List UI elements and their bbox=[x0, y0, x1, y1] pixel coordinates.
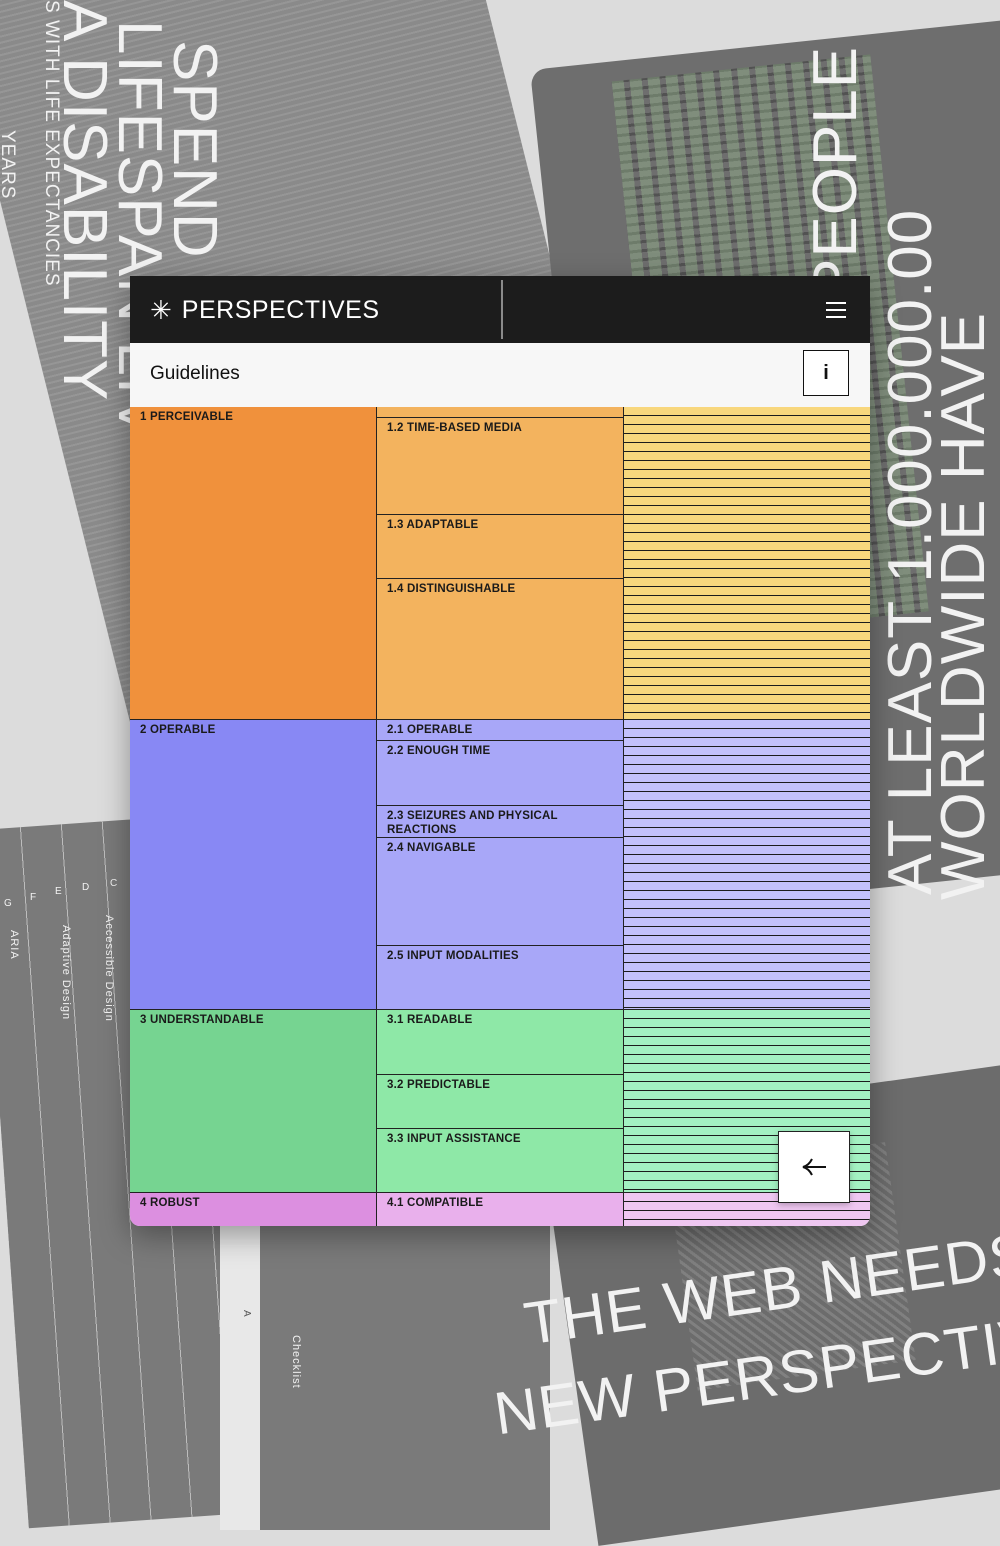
bg-col-letter-e: E bbox=[55, 886, 63, 897]
info-button[interactable]: i bbox=[803, 350, 849, 396]
hamburger-menu-icon bbox=[826, 302, 846, 304]
bg-letter-a: A bbox=[241, 1310, 252, 1318]
back-button[interactable] bbox=[778, 1131, 850, 1203]
app-window: ✳ PERSPECTIVES Guidelines i 1 PERCEIVABL… bbox=[130, 276, 870, 1226]
bg-col-aria: ARIA bbox=[8, 930, 20, 960]
bg-text-checklist: Checklist bbox=[290, 1335, 302, 1389]
bg-text-worldwide: WORLDWIDE HAVE bbox=[929, 311, 998, 900]
bg-col-letter-d: D bbox=[82, 882, 91, 893]
guideline-1-2[interactable]: 1.2 TIME-BASED MEDIA bbox=[377, 418, 624, 515]
guideline-1-4[interactable]: 1.4 DISTINGUISHABLE bbox=[377, 579, 624, 720]
brand-name: PERSPECTIVES bbox=[181, 295, 380, 324]
principle-perceivable[interactable] bbox=[130, 407, 377, 720]
arrow-left-icon bbox=[802, 1158, 826, 1176]
bg-col-letter-g: G bbox=[4, 898, 13, 909]
bg-col-accessible: Accessible Design bbox=[103, 915, 115, 1022]
asterisk-icon: ✳ bbox=[150, 295, 172, 325]
guideline-1-3[interactable]: 1.3 ADAPTABLE bbox=[377, 515, 624, 579]
guidelines-grid: 1 PERCEIVABLE 1.2 TIME-BASED MEDIA 1.3 A… bbox=[130, 407, 870, 1226]
brand-logo[interactable]: ✳ PERSPECTIVES bbox=[150, 294, 380, 326]
criteria-list-perceivable[interactable] bbox=[624, 407, 870, 720]
background-card-bottom bbox=[220, 1190, 550, 1530]
guideline-2-4[interactable]: 2.4 NAVIGABLE bbox=[377, 838, 624, 946]
principle-robust[interactable]: 4 ROBUST bbox=[130, 1193, 377, 1226]
criteria-list-operable[interactable] bbox=[624, 720, 870, 1010]
top-bar: ✳ PERSPECTIVES bbox=[130, 276, 870, 343]
bg-text-people: PEOPLE bbox=[801, 45, 870, 300]
principle-operable[interactable]: 2 OPERABLE bbox=[130, 720, 377, 1010]
page-header: Guidelines i bbox=[130, 343, 870, 408]
bg-col-letter-c: C bbox=[110, 878, 119, 889]
hamburger-menu-icon-line bbox=[826, 316, 846, 318]
topbar-divider bbox=[501, 280, 503, 339]
guideline-2-2[interactable]: 2.2 ENOUGH TIME bbox=[377, 741, 624, 806]
principle-perceivable-label: 1 PERCEIVABLE bbox=[140, 411, 234, 423]
bg-col-adaptive: Adaptive Design bbox=[60, 925, 72, 1021]
guideline-2-5[interactable]: 2.5 INPUT MODALITIES bbox=[377, 946, 624, 1010]
bg-white-strip bbox=[220, 1190, 260, 1530]
bg-text-life-expectancies: S WITH LIFE EXPECTANCIES bbox=[41, 0, 62, 287]
menu-button[interactable] bbox=[820, 294, 852, 326]
guideline-1-1[interactable] bbox=[377, 407, 624, 418]
guideline-2-1[interactable]: 2.1 OPERABLE bbox=[377, 720, 624, 741]
principle-understandable[interactable]: 3 UNDERSTANDABLE bbox=[130, 1010, 377, 1193]
guideline-3-3[interactable]: 3.3 INPUT ASSISTANCE bbox=[377, 1129, 624, 1193]
bg-col-letter-f: F bbox=[30, 892, 38, 903]
guideline-3-2[interactable]: 3.2 PREDICTABLE bbox=[377, 1075, 624, 1129]
bg-text-years: YEARS bbox=[0, 130, 18, 200]
guideline-3-1[interactable]: 3.1 READABLE bbox=[377, 1010, 624, 1075]
page-title: Guidelines bbox=[150, 363, 240, 384]
guideline-2-3[interactable]: 2.3 SEIZURES AND PHYSICAL REACTIONS bbox=[377, 806, 624, 838]
hamburger-menu-icon-line bbox=[826, 309, 846, 311]
guideline-4-1[interactable]: 4.1 COMPATIBLE bbox=[377, 1193, 624, 1226]
